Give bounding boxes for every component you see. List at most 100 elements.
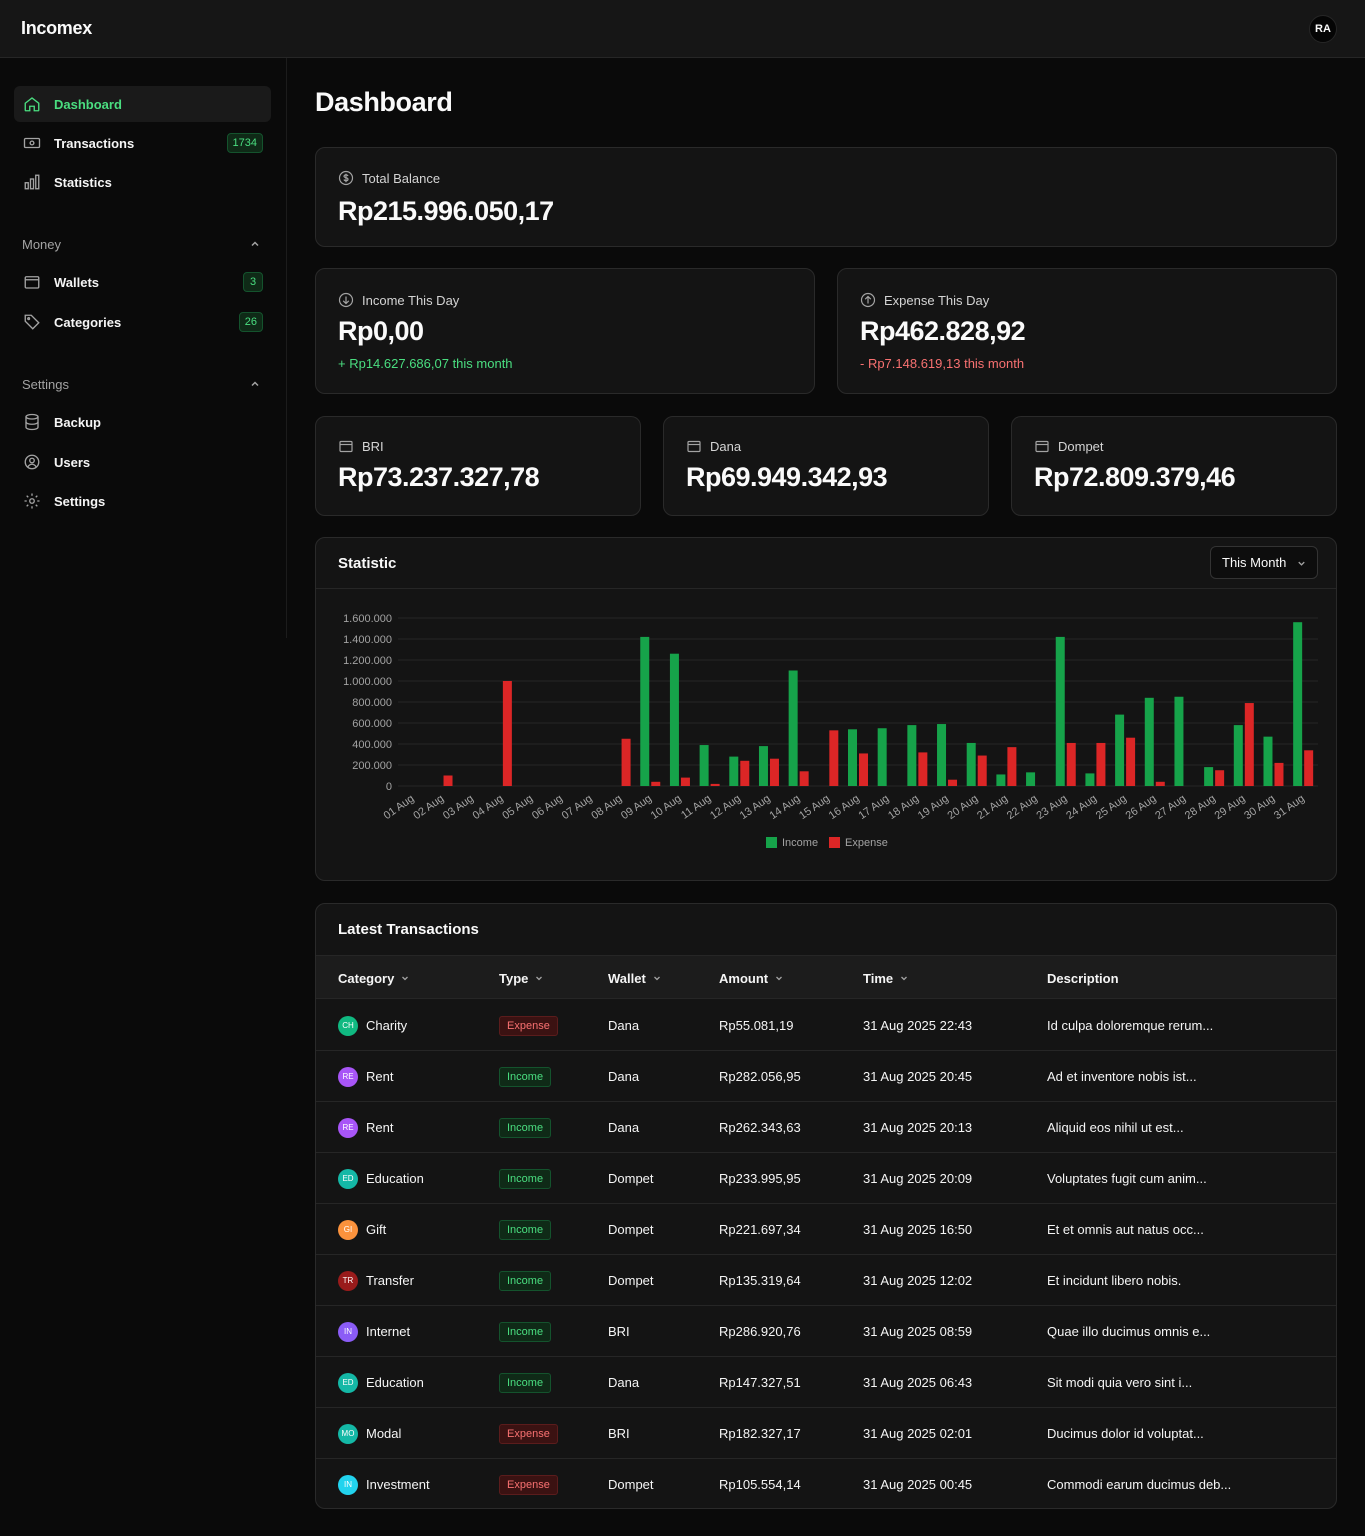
chevron-down-icon — [901, 976, 908, 981]
income-bar — [1144, 697, 1154, 786]
type-cell: Expense — [499, 1408, 558, 1459]
wallet-card-dana[interactable]: Dana Rp69.949.342,93 — [663, 416, 989, 516]
column-header-wallet[interactable]: Wallet — [608, 956, 662, 1000]
x-tick-label: 18 Aug — [886, 793, 921, 822]
y-tick-label: 600.000 — [352, 718, 392, 730]
sidebar-item-settings[interactable]: Settings — [14, 483, 271, 519]
time-cell: 31 Aug 2025 16:50 — [863, 1222, 973, 1237]
statistic-card: Statistic This Month 1.600.000 1.400.000 1… — [315, 537, 1337, 881]
category-cell: RE Rent — [338, 1051, 393, 1102]
expense-bar — [1155, 781, 1165, 786]
type-cell: Income — [499, 1357, 552, 1408]
legend-swatch-income — [766, 837, 777, 848]
category-avatar: ED — [338, 1372, 358, 1393]
description-cell: Ad et inventore nobis ist... — [1047, 1069, 1197, 1084]
x-tick-label: 11 Aug — [679, 793, 713, 822]
sidebar-item-dashboard[interactable]: Dashboard — [14, 86, 271, 122]
income-bar — [669, 653, 679, 786]
table-row[interactable]: RE Rent Income Dana Rp282.056,95 31 Aug 2025 … — [316, 1051, 1336, 1102]
category-cell: RE Rent — [338, 1102, 393, 1153]
x-tick-label: 21 Aug — [975, 793, 1010, 822]
description-cell: Voluptates fugit cum anim... — [1047, 1171, 1207, 1186]
table-row[interactable]: MO Modal Expense BRI Rp182.327,17 31 Aug 2025… — [316, 1408, 1336, 1459]
legend-label: Income — [782, 837, 818, 849]
column-header-time[interactable]: Time — [863, 956, 909, 1000]
wallet-icon — [687, 440, 701, 453]
sidebar-item-users[interactable]: Users — [14, 444, 271, 480]
sidebar-item-categories[interactable]: Categories 26 — [14, 304, 271, 340]
expense-bar — [1244, 703, 1254, 786]
sidebar-item-label: Statistics — [54, 174, 112, 190]
gear-icon — [22, 491, 42, 511]
description-cell: Ducimus dolor id voluptat... — [1047, 1426, 1204, 1441]
type-badge: Income — [499, 1372, 552, 1393]
brand-logo[interactable]: Incomex — [21, 18, 92, 38]
description-cell: Et incidunt libero nobis. — [1047, 1273, 1182, 1288]
income-bar — [1293, 622, 1303, 786]
sidebar-item-statistics[interactable]: Statistics — [14, 164, 271, 200]
table-row[interactable]: IN Internet Income BRI Rp286.920,76 31 Aug 20… — [316, 1306, 1336, 1357]
wallet-name: Dompet — [1058, 438, 1104, 454]
wallet-card-bri[interactable]: BRI Rp73.237.327,78 — [315, 416, 641, 516]
category-avatar: IN — [338, 1321, 358, 1342]
income-bar — [788, 670, 798, 786]
type-badge: Expense — [499, 1474, 558, 1495]
wallet-cell: BRI — [608, 1324, 630, 1339]
sidebar-item-wallets[interactable]: Wallets 3 — [14, 264, 271, 300]
income-bar — [877, 728, 887, 786]
wallet-name: Dana — [710, 438, 742, 454]
wallet-balance: Rp69.949.342,93 — [686, 462, 888, 492]
period-select[interactable]: This Month — [1210, 546, 1318, 579]
income-day-value: Rp0,00 — [338, 316, 424, 346]
column-header-type[interactable]: Type — [499, 956, 544, 1000]
category-avatar: GI — [338, 1219, 358, 1240]
table-row[interactable]: RE Rent Income Dana Rp262.343,63 31 Aug 2025 … — [316, 1102, 1336, 1153]
x-tick-label: 24 Aug — [1064, 793, 1099, 822]
sidebar-item-backup[interactable]: Backup — [14, 404, 271, 440]
wallet-card-dompet[interactable]: Dompet Rp72.809.379,46 — [1011, 416, 1337, 516]
top-bar: Incomex RA — [0, 0, 1365, 58]
type-badge: Income — [499, 1066, 552, 1087]
type-cell: Income — [499, 1153, 552, 1204]
x-tick-label: 25 Aug — [1094, 793, 1129, 822]
x-tick-label: 31 Aug — [1272, 793, 1307, 822]
expense-day-label: Expense This Day — [884, 292, 990, 308]
type-cell: Income — [499, 1204, 552, 1255]
table-row[interactable]: GI Gift Income Dompet Rp221.697,34 31 Aug 202… — [316, 1204, 1336, 1255]
expense-bar — [1304, 750, 1314, 786]
sidebar-item-transactions[interactable]: Transactions 1734 — [14, 125, 271, 161]
amount-cell: Rp282.056,95 — [719, 1069, 801, 1084]
sidebar-item-label: Users — [54, 454, 91, 470]
x-tick-label: 20 Aug — [945, 793, 980, 822]
column-header-category[interactable]: Category — [338, 956, 410, 1000]
income-bar — [640, 636, 650, 786]
card-label: Dompet — [1034, 438, 1104, 454]
table-row[interactable]: IN Investment Expense Dompet Rp105.554,14 31 … — [316, 1459, 1336, 1508]
arrow-down-circle-icon — [338, 292, 354, 308]
table-row[interactable]: ED Education Income Dompet Rp233.995,95 31 Au… — [316, 1153, 1336, 1204]
expense-bar — [621, 738, 631, 786]
wallet-cell: Dompet — [608, 1171, 654, 1186]
type-badge: Income — [499, 1219, 552, 1240]
category-avatar: RE — [338, 1117, 358, 1138]
latest-transactions-card: Latest Transactions Category Type Wallet… — [315, 903, 1337, 1509]
expense-bar — [1274, 762, 1284, 786]
category-name: Rent — [366, 1120, 394, 1135]
amount-cell: Rp147.327,51 — [719, 1375, 801, 1390]
user-avatar[interactable]: RA — [1309, 15, 1337, 43]
table-row[interactable]: ED Education Income Dana Rp147.327,51 31 Aug … — [316, 1357, 1336, 1408]
amount-cell: Rp55.081,19 — [719, 1018, 794, 1033]
wallet-icon — [1035, 440, 1049, 453]
chevron-up-icon[interactable] — [249, 378, 261, 390]
x-tick-label: 07 Aug — [560, 793, 595, 822]
chevron-up-icon[interactable] — [249, 238, 261, 250]
table-row[interactable]: TR Transfer Income Dompet Rp135.319,64 31 Aug… — [316, 1255, 1336, 1306]
expense-bar — [651, 781, 661, 786]
category-name: Education — [366, 1171, 424, 1186]
time-cell: 31 Aug 2025 06:43 — [863, 1375, 973, 1390]
group-label-settings: Settings — [22, 377, 69, 392]
x-tick-label: 13 Aug — [738, 793, 773, 822]
column-header-amount[interactable]: Amount — [719, 956, 784, 1000]
time-cell: 31 Aug 2025 12:02 — [863, 1273, 973, 1288]
table-row[interactable]: CH Charity Expense Dana Rp55.081,19 31 Aug 20… — [316, 1000, 1336, 1051]
